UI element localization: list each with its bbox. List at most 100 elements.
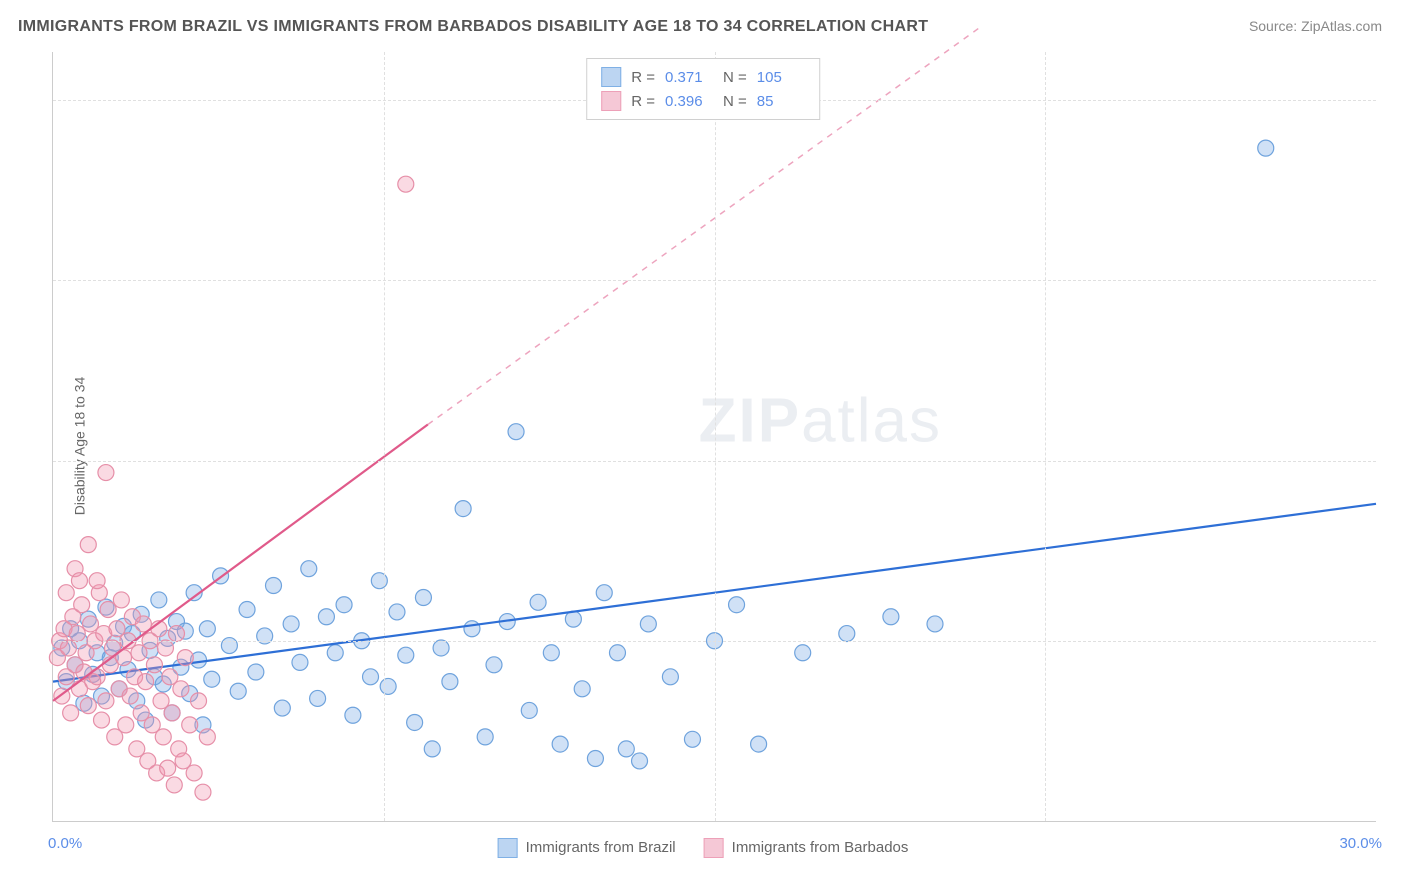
scatter-point: [310, 690, 326, 706]
scatter-point: [157, 640, 173, 656]
scatter-point: [63, 705, 79, 721]
chart-title: IMMIGRANTS FROM BRAZIL VS IMMIGRANTS FRO…: [18, 18, 928, 36]
scatter-point: [398, 647, 414, 663]
scatter-point: [609, 645, 625, 661]
scatter-point: [455, 501, 471, 517]
scatter-point: [883, 609, 899, 625]
scatter-point: [552, 736, 568, 752]
scatter-point: [662, 669, 678, 685]
scatter-point: [336, 597, 352, 613]
scatter-point: [684, 731, 700, 747]
scatter-point: [230, 683, 246, 699]
scatter-point: [640, 616, 656, 632]
stat-r-label: R =: [631, 69, 655, 86]
scatter-point: [543, 645, 559, 661]
stat-n-label: N =: [723, 93, 747, 110]
stat-n-label: N =: [723, 69, 747, 86]
scatter-point: [565, 611, 581, 627]
scatter-point: [113, 592, 129, 608]
scatter-point: [283, 616, 299, 632]
scatter-point: [155, 729, 171, 745]
scatter-point: [164, 705, 180, 721]
scatter-point: [521, 702, 537, 718]
scatter-point: [239, 602, 255, 618]
scatter-point: [80, 537, 96, 553]
scatter-point: [618, 741, 634, 757]
scatter-point: [632, 753, 648, 769]
scatter-point: [199, 729, 215, 745]
legend-swatch: [601, 67, 621, 87]
scatter-point: [292, 654, 308, 670]
x-tick-min: 0.0%: [48, 835, 82, 852]
stat-n-value: 105: [757, 69, 805, 86]
x-tick-max: 30.0%: [1339, 835, 1382, 852]
legend-item: Immigrants from Brazil: [498, 838, 676, 858]
legend-label: Immigrants from Barbados: [732, 839, 909, 856]
source-label: Source: ZipAtlas.com: [1249, 18, 1382, 34]
scatter-point: [195, 784, 211, 800]
scatter-point: [94, 712, 110, 728]
scatter-point: [407, 714, 423, 730]
scatter-point: [363, 669, 379, 685]
legend-item: Immigrants from Barbados: [704, 838, 909, 858]
scatter-point: [927, 616, 943, 632]
vgridline: [1045, 52, 1046, 821]
vgridline: [384, 52, 385, 821]
scatter-point: [345, 707, 361, 723]
scatter-point: [574, 681, 590, 697]
stat-n-value: 85: [757, 93, 805, 110]
scatter-point: [486, 657, 502, 673]
scatter-point: [795, 645, 811, 661]
scatter-point: [530, 594, 546, 610]
scatter-point: [168, 626, 184, 642]
scatter-point: [60, 640, 76, 656]
scatter-point: [173, 681, 189, 697]
scatter-point: [508, 424, 524, 440]
scatter-point: [839, 626, 855, 642]
scatter-point: [266, 577, 282, 593]
scatter-point: [464, 621, 480, 637]
scatter-point: [204, 671, 220, 687]
scatter-point: [89, 573, 105, 589]
scatter-point: [182, 717, 198, 733]
stat-r-value: 0.371: [665, 69, 713, 86]
legend-swatch: [498, 838, 518, 858]
scatter-point: [98, 693, 114, 709]
scatter-point: [248, 664, 264, 680]
stats-row: R = 0.371 N = 105: [601, 65, 805, 89]
scatter-point: [318, 609, 334, 625]
scatter-point: [424, 741, 440, 757]
scatter-point: [191, 693, 207, 709]
scatter-point: [415, 590, 431, 606]
stat-r-label: R =: [631, 93, 655, 110]
scatter-point: [327, 645, 343, 661]
legend-label: Immigrants from Brazil: [526, 839, 676, 856]
scatter-point: [751, 736, 767, 752]
scatter-point: [301, 561, 317, 577]
scatter-point: [477, 729, 493, 745]
scatter-point: [371, 573, 387, 589]
scatter-point: [151, 592, 167, 608]
scatter-point: [100, 602, 116, 618]
scatter-point: [118, 717, 134, 733]
plot-area: ZIPatlas 7.5%15.0%22.5%30.0%: [52, 52, 1376, 822]
scatter-point: [82, 616, 98, 632]
scatter-point: [177, 650, 193, 666]
scatter-point: [596, 585, 612, 601]
scatter-point: [199, 621, 215, 637]
stats-legend-box: R = 0.371 N = 105 R = 0.396 N = 85: [586, 58, 820, 120]
scatter-point: [58, 585, 74, 601]
scatter-point: [1258, 140, 1274, 156]
legend-swatch: [601, 91, 621, 111]
scatter-point: [122, 688, 138, 704]
scatter-point: [389, 604, 405, 620]
stat-r-value: 0.396: [665, 93, 713, 110]
scatter-point: [80, 698, 96, 714]
scatter-point: [433, 640, 449, 656]
scatter-point: [98, 465, 114, 481]
scatter-point: [442, 674, 458, 690]
scatter-point: [71, 573, 87, 589]
bottom-legend: Immigrants from Brazil Immigrants from Ba…: [498, 838, 909, 858]
scatter-point: [160, 760, 176, 776]
scatter-point: [380, 678, 396, 694]
